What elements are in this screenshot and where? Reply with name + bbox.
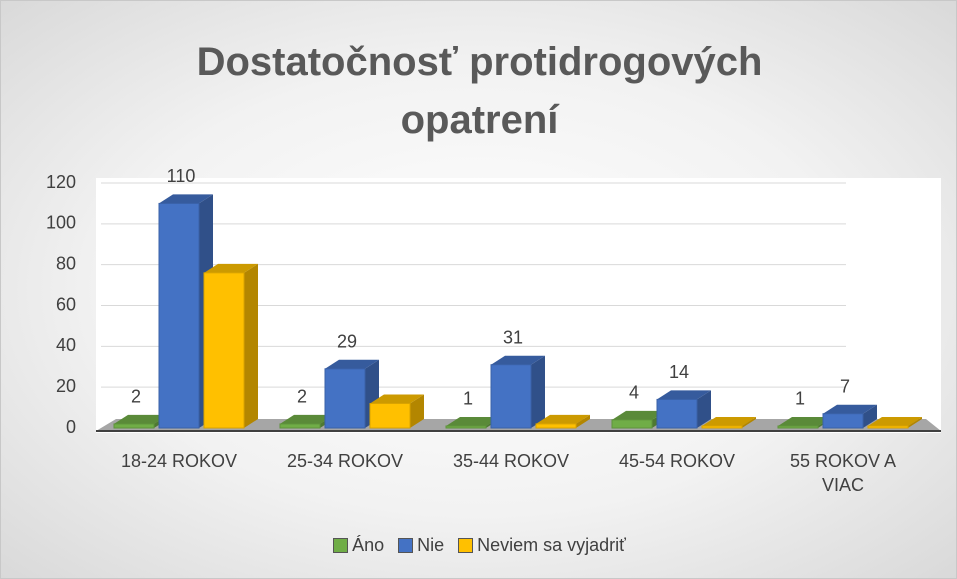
x-tick-label: 25-34 ROKOV bbox=[286, 451, 404, 471]
legend-label: Áno bbox=[352, 535, 385, 555]
bar bbox=[203, 272, 245, 429]
bar bbox=[656, 398, 698, 429]
bar-top bbox=[159, 194, 213, 204]
bar-top bbox=[778, 416, 832, 426]
bar bbox=[369, 403, 411, 429]
bar-side bbox=[244, 263, 258, 428]
chart-title: Dostatočnosť protidrogových opatrení bbox=[196, 40, 763, 142]
data-label: 2 bbox=[131, 387, 141, 407]
bar-top bbox=[536, 414, 590, 424]
bar bbox=[490, 364, 532, 429]
bar bbox=[701, 425, 743, 429]
data-label: 7 bbox=[840, 376, 850, 396]
x-tick-label: 35-44 ROKOV bbox=[452, 451, 570, 471]
legend-item: Áno bbox=[333, 535, 384, 556]
bar-top bbox=[612, 410, 666, 420]
legend-item: Nie bbox=[398, 535, 444, 556]
legend-label: Nie bbox=[417, 535, 445, 555]
y-tick-label: 80 bbox=[56, 253, 76, 273]
x-tick-label: 18-24 ROKOV bbox=[120, 451, 238, 471]
bar-top bbox=[868, 416, 922, 426]
bar-side bbox=[531, 355, 545, 428]
bar-top bbox=[491, 355, 545, 365]
y-tick-label: 40 bbox=[56, 335, 76, 355]
bar bbox=[113, 423, 155, 429]
bar-side bbox=[576, 414, 590, 428]
data-label: 29 bbox=[337, 332, 357, 352]
data-label: 1 bbox=[795, 389, 805, 409]
y-tick-label: 20 bbox=[56, 376, 76, 396]
bar-side bbox=[908, 416, 922, 428]
legend-swatch bbox=[398, 538, 414, 553]
bar bbox=[611, 419, 653, 429]
data-label: 1 bbox=[463, 389, 473, 409]
bar-top bbox=[204, 263, 258, 273]
bar-side bbox=[742, 416, 756, 428]
bar bbox=[279, 423, 321, 429]
y-tick-label: 120 bbox=[46, 172, 76, 192]
x-tick-label: 55 ROKOV A VIAC bbox=[789, 451, 897, 495]
data-label: 14 bbox=[669, 362, 689, 382]
y-tick-label: 100 bbox=[46, 213, 76, 233]
bar-top bbox=[657, 390, 711, 400]
bar-side bbox=[410, 394, 424, 428]
bar bbox=[822, 413, 864, 429]
bar-top bbox=[702, 416, 756, 426]
legend: Áno Nie Neviem sa vyjadriť bbox=[1, 535, 956, 556]
bar-side bbox=[697, 390, 711, 428]
bar-top bbox=[370, 394, 424, 404]
legend-swatch bbox=[333, 538, 349, 553]
bar bbox=[324, 368, 366, 429]
bar bbox=[867, 425, 909, 429]
legend-swatch bbox=[458, 538, 474, 553]
x-tick-label: 45-54 ROKOV bbox=[618, 451, 736, 471]
data-label: 2 bbox=[297, 387, 307, 407]
bar-side bbox=[863, 404, 877, 428]
bar-top bbox=[446, 416, 500, 426]
bar-top bbox=[114, 414, 168, 424]
legend-label: Neviem sa vyjadriť bbox=[477, 535, 626, 555]
bar bbox=[535, 423, 577, 429]
bar bbox=[777, 425, 819, 429]
data-label: 110 bbox=[167, 166, 196, 186]
bar-top bbox=[280, 414, 334, 424]
bar-top bbox=[823, 404, 877, 414]
y-tick-label: 0 bbox=[66, 417, 76, 437]
data-label: 31 bbox=[503, 327, 523, 347]
legend-item: Neviem sa vyjadriť bbox=[458, 535, 626, 556]
bar-top bbox=[325, 359, 379, 369]
bar bbox=[158, 202, 200, 429]
data-label: 4 bbox=[629, 383, 639, 403]
y-tick-label: 60 bbox=[56, 294, 76, 314]
bar bbox=[445, 425, 487, 429]
